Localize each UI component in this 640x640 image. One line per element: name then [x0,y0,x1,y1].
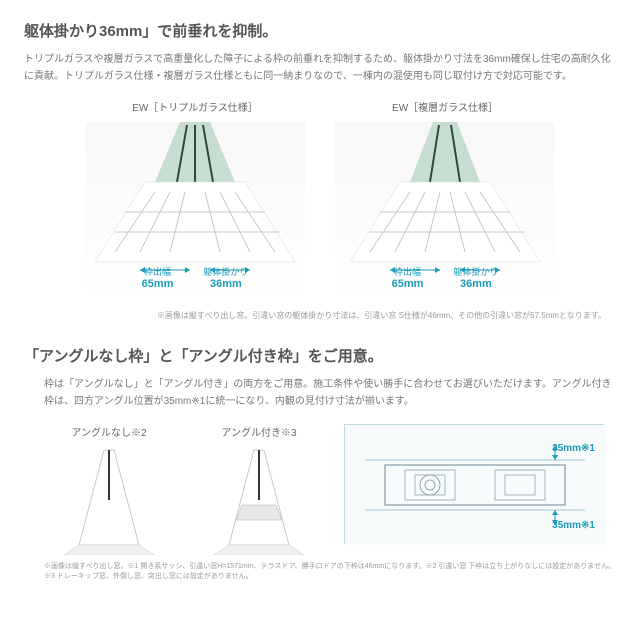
diagrams-row: EW［トリプルガラス仕様］ [24,99,616,302]
section-angle-frame: 「アングルなし枠」と「アングル付き枠」をご用意。 枠は「アングルなし」と「アング… [24,345,616,581]
plan-view: 35mm※1 35mm※1 [344,424,604,544]
section2-desc: 枠は「アングルなし」と「アングル付き」の両方をご用意。施工条件や使い勝手に合わせ… [24,376,616,410]
diagram-double: EW［複層ガラス仕様］ [335,99,555,302]
section-frame-depth: 躯体掛かり36mm」で前垂れを抑制。 トリプルガラスや複層ガラスで高重量化した障… [24,20,616,321]
section2-title: 「アングルなし枠」と「アングル付き枠」をご用意。 [24,345,616,366]
angle-with-image [194,445,324,555]
angle-none: アングルなし※2 [44,424,174,555]
dim-body-depth: 躯体掛かり 36mm [453,265,498,290]
section2-note: ※画像は縦すべり出し窓。※1 開き系サッシ、引違い窓H=1571mm、テラスドア… [24,561,616,581]
diagram-triple: EW［トリプルガラス仕様］ [85,99,305,302]
diagram-image-triple: 枠出幅 65mm 躯体掛かり 36mm [85,122,305,302]
diagram-image-double: 枠出幅 65mm 躯体掛かり 36mm [335,122,555,302]
angle-with-label: アングル付き※3 [194,424,324,439]
angle-none-label: アングルなし※2 [44,424,174,439]
plan-dim-top: 35mm※1 [552,443,595,454]
angle-none-image [44,445,174,555]
section1-title: 躯体掛かり36mm」で前垂れを抑制。 [24,20,616,41]
dim-labels: 枠出幅 65mm 躯体掛かり 36mm [85,265,305,290]
diagram-label-double: EW［複層ガラス仕様］ [335,99,555,114]
dim-frame-width: 枠出幅 65mm [142,265,174,290]
section1-desc: トリプルガラスや複層ガラスで高重量化した障子による枠の前垂れを抑制するため、躯体… [24,51,616,85]
dim-frame-width: 枠出幅 65mm [392,265,424,290]
section1-note: ※画像は縦すべり出し窓。引違い窓の躯体掛かり寸法は、引違い窓 S仕様が46mm、… [24,310,616,321]
diagrams-row2: アングルなし※2 アングル付き※3 [24,424,616,555]
dim-body-depth: 躯体掛かり 36mm [203,265,248,290]
diagram-label-triple: EW［トリプルガラス仕様］ [85,99,305,114]
angle-with: アングル付き※3 [194,424,324,555]
dim-labels: 枠出幅 65mm 躯体掛かり 36mm [335,265,555,290]
plan-dim-bottom: 35mm※1 [552,520,595,531]
plan-image: 35mm※1 35mm※1 [344,424,604,544]
